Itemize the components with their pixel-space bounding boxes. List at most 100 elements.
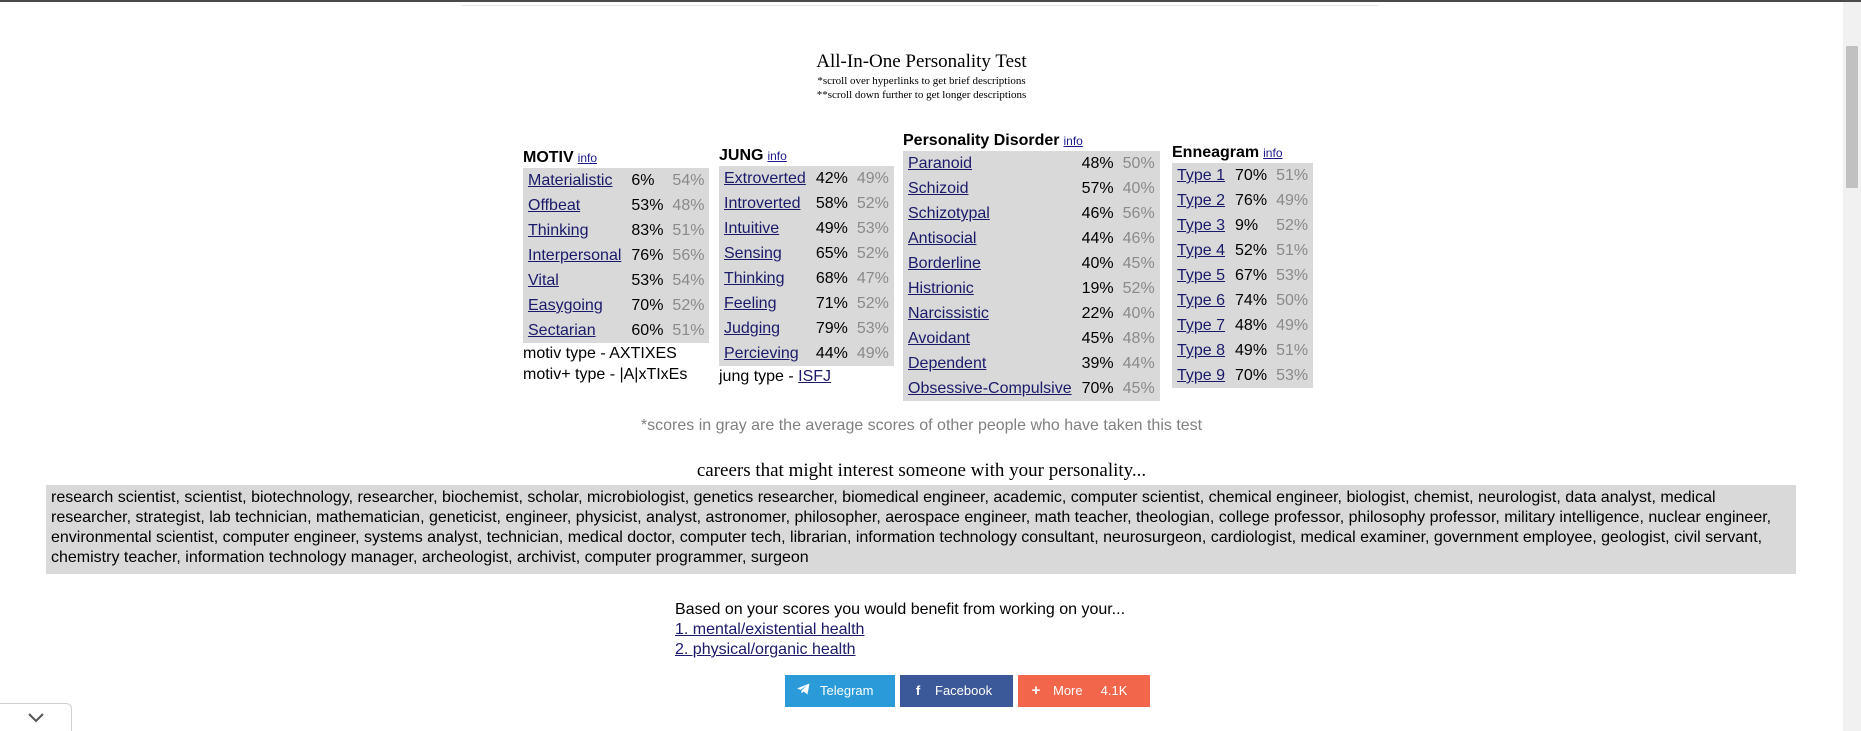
scrollbar-thumb[interactable]: [1846, 46, 1858, 188]
trait-name-cell: Paranoid: [903, 151, 1077, 176]
jung-info-link[interactable]: info: [767, 149, 787, 163]
trait-name-cell: Materialistic: [523, 168, 626, 193]
score-value: 57%: [1081, 180, 1114, 197]
trait-link[interactable]: Type 4: [1177, 242, 1226, 259]
benefit-section: Based on your scores you would benefit f…: [675, 600, 1125, 660]
enneagram-heading: Enneagram info: [1172, 143, 1313, 163]
jung-type-label: jung type -: [719, 368, 799, 385]
facebook-share-button[interactable]: f Facebook: [900, 675, 1013, 707]
trait-link[interactable]: Type 1: [1177, 167, 1226, 184]
trait-link[interactable]: Histrionic: [908, 280, 974, 297]
enneagram-info-link[interactable]: info: [1263, 146, 1283, 160]
score-value: 39%: [1081, 355, 1114, 372]
table-row: Materialistic 6% 54%: [523, 168, 709, 193]
table-row: Thinking 83% 51%: [523, 218, 709, 243]
trait-link[interactable]: Vital: [528, 272, 559, 289]
enneagram-section: Enneagram info Type 1 70% 51% Type 2 76% 49% Ty…: [1172, 143, 1314, 388]
trait-link[interactable]: Obsessive-Compulsive: [908, 380, 1072, 397]
table-row: Sensing 65% 52%: [719, 241, 894, 266]
average-score-value: 51%: [1276, 342, 1309, 359]
trait-link[interactable]: Thinking: [724, 270, 785, 287]
collapse-toggle[interactable]: [0, 703, 72, 731]
trait-name-cell: Type 7: [1172, 313, 1230, 338]
table-row: Narcissistic 22% 40%: [903, 301, 1160, 326]
average-score-value: 51%: [672, 322, 705, 339]
score-value: 48%: [1081, 155, 1114, 172]
page-title: All-In-One Personality Test: [816, 51, 1027, 72]
average-score-value: 45%: [1122, 380, 1155, 397]
trait-link[interactable]: Thinking: [528, 222, 589, 239]
disorder-info-link[interactable]: info: [1063, 134, 1083, 148]
table-row: Sectarian 60% 51%: [523, 318, 709, 343]
trait-link[interactable]: Introverted: [724, 195, 801, 212]
trait-link[interactable]: Interpersonal: [528, 247, 622, 264]
trait-name-cell: Type 3: [1172, 213, 1230, 238]
average-score-value: 52%: [856, 295, 889, 312]
average-score-value: 44%: [1122, 355, 1155, 372]
average-score-value: 48%: [672, 197, 705, 214]
jung-table: Extroverted 42% 49% Introverted 58% 52% Intuit…: [719, 166, 894, 366]
trait-name-cell: Percieving: [719, 341, 811, 366]
average-score-value: 53%: [856, 220, 889, 237]
table-row: Schizotypal 46% 56%: [903, 201, 1160, 226]
trait-link[interactable]: Schizotypal: [908, 205, 990, 222]
score-value: 45%: [1081, 330, 1114, 347]
score-value: 76%: [1235, 192, 1268, 209]
jung-type-link[interactable]: ISFJ: [798, 368, 832, 385]
trait-link[interactable]: Type 9: [1177, 367, 1226, 384]
trait-link[interactable]: Type 6: [1177, 292, 1226, 309]
average-score-value: 54%: [672, 172, 705, 189]
vertical-scrollbar[interactable]: [1843, 2, 1861, 731]
trait-link[interactable]: Type 2: [1177, 192, 1226, 209]
trait-link[interactable]: Sensing: [724, 245, 782, 262]
benefit-link-mental[interactable]: 1. mental/existential health: [675, 621, 865, 638]
average-score-value: 52%: [1276, 217, 1309, 234]
average-score-value: 49%: [856, 170, 889, 187]
trait-link[interactable]: Intuitive: [724, 220, 780, 237]
trait-link[interactable]: Paranoid: [908, 155, 973, 172]
trait-link[interactable]: Extroverted: [724, 170, 806, 187]
trait-link[interactable]: Judging: [724, 320, 781, 337]
table-row: Type 3 9% 52%: [1172, 213, 1313, 238]
trait-link[interactable]: Offbeat: [528, 197, 581, 214]
trait-link[interactable]: Sectarian: [528, 322, 596, 339]
more-share-button[interactable]: + More 4.1K: [1018, 675, 1150, 707]
benefit-link-physical[interactable]: 2. physical/organic health: [675, 641, 856, 658]
average-score-value: 45%: [1122, 255, 1155, 272]
trait-link[interactable]: Type 8: [1177, 342, 1226, 359]
jung-type: jung type - ISFJ: [719, 366, 894, 387]
trait-link[interactable]: Percieving: [724, 345, 799, 362]
trait-name-cell: Thinking: [719, 266, 811, 291]
table-row: Interpersonal 76% 56%: [523, 243, 709, 268]
trait-link[interactable]: Easygoing: [528, 297, 603, 314]
trait-link[interactable]: Type 7: [1177, 317, 1226, 334]
chevron-down-icon: [27, 707, 44, 727]
trait-link[interactable]: Antisocial: [908, 230, 977, 247]
table-row: Type 9 70% 53%: [1172, 363, 1313, 388]
disorder-section: Personality Disorder info Paranoid 48% 50% S…: [903, 131, 1160, 401]
trait-link[interactable]: Narcissistic: [908, 305, 989, 322]
table-row: Intuitive 49% 53%: [719, 216, 894, 241]
trait-link[interactable]: Feeling: [724, 295, 777, 312]
motiv-type: motiv type - AXTIXES: [523, 345, 677, 362]
score-value: 48%: [1235, 317, 1268, 334]
table-row: Introverted 58% 52%: [719, 191, 894, 216]
table-row: Type 1 70% 51%: [1172, 163, 1313, 188]
trait-link[interactable]: Schizoid: [908, 180, 969, 197]
trait-link[interactable]: Type 3: [1177, 217, 1226, 234]
score-value: 44%: [815, 345, 848, 362]
score-value: 71%: [815, 295, 848, 312]
trait-name-cell: Avoidant: [903, 326, 1077, 351]
average-score-value: 52%: [856, 195, 889, 212]
careers-title: careers that might interest someone with…: [696, 460, 1147, 481]
trait-link[interactable]: Type 5: [1177, 267, 1226, 284]
motiv-info-link[interactable]: info: [577, 151, 598, 165]
average-score-value: 53%: [1276, 367, 1309, 384]
trait-link[interactable]: Dependent: [908, 355, 987, 372]
trait-name-cell: Antisocial: [903, 226, 1077, 251]
scroll-note: **scroll down further to get longer desc…: [816, 89, 1027, 101]
trait-link[interactable]: Avoidant: [908, 330, 970, 347]
trait-link[interactable]: Borderline: [908, 255, 981, 272]
trait-link[interactable]: Materialistic: [528, 172, 613, 189]
telegram-share-button[interactable]: Telegram: [785, 675, 895, 707]
